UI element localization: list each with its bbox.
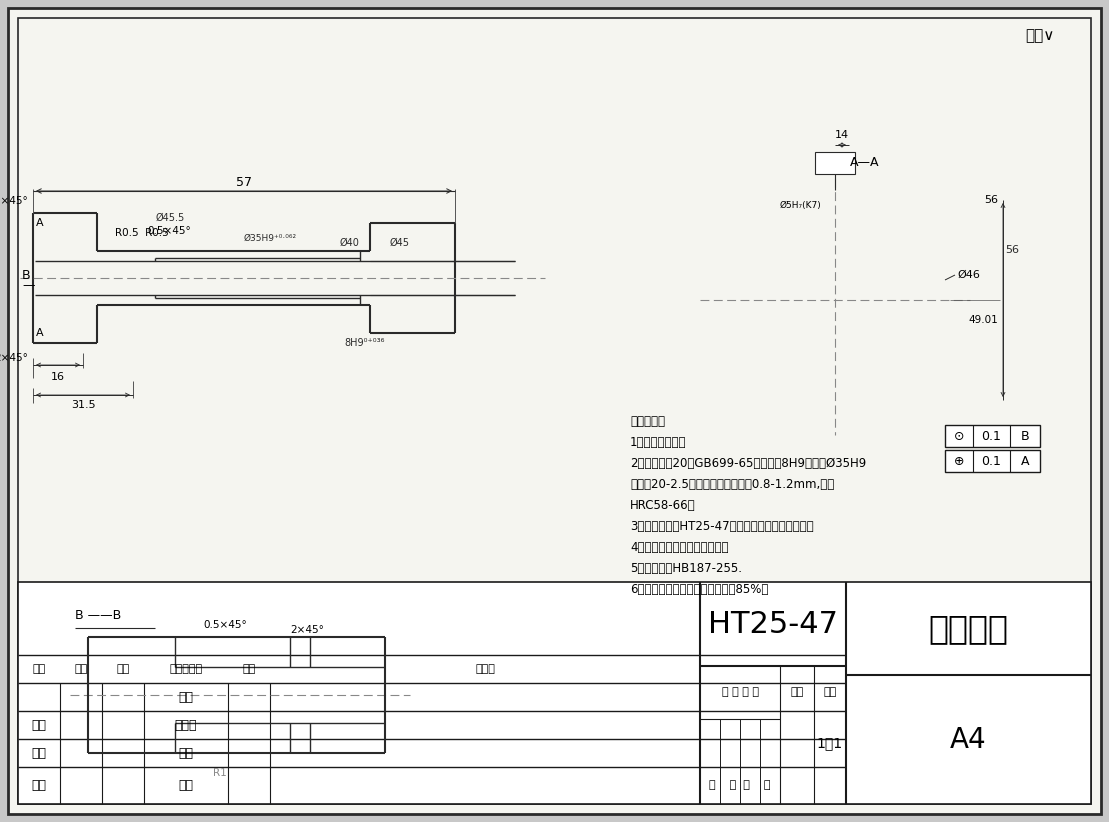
Text: 2×45°: 2×45°	[289, 625, 324, 635]
Text: A4: A4	[950, 726, 987, 754]
Circle shape	[920, 293, 934, 307]
Text: Ø40: Ø40	[340, 238, 360, 248]
Text: 0.5×45°: 0.5×45°	[203, 620, 247, 630]
Text: 56: 56	[1005, 245, 1019, 255]
Text: A: A	[35, 218, 43, 228]
Text: ⊙: ⊙	[954, 430, 964, 442]
Text: 31.5: 31.5	[71, 400, 95, 410]
Text: 年月日: 年月日	[475, 664, 495, 674]
Text: 14: 14	[835, 130, 849, 140]
Text: 阶 段 标 记: 阶 段 标 记	[722, 687, 759, 698]
Text: Ø45.5: Ø45.5	[155, 213, 184, 223]
Text: 57: 57	[236, 177, 252, 190]
Circle shape	[828, 201, 842, 215]
Text: 更改文件号: 更改文件号	[170, 664, 203, 674]
Text: 共    张  第    张: 共 张 第 张	[710, 781, 771, 791]
Text: 其余∨: 其余∨	[1026, 28, 1055, 43]
Text: 签名: 签名	[243, 664, 256, 674]
Text: Ø35H9⁺⁰·⁰⁶²: Ø35H9⁺⁰·⁰⁶²	[244, 234, 296, 243]
Text: 处数: 处数	[74, 664, 88, 674]
Text: HT25-47: HT25-47	[708, 610, 838, 639]
Text: 8H9⁰⁺⁰³⁶: 8H9⁰⁺⁰³⁶	[345, 338, 385, 348]
Text: 审核: 审核	[31, 746, 47, 760]
Text: ⊕: ⊕	[954, 455, 964, 468]
Text: Ø5H₇(K7): Ø5H₇(K7)	[780, 201, 822, 210]
Text: 比例: 比例	[823, 687, 836, 698]
Text: HRC58-66。: HRC58-66。	[630, 499, 695, 512]
Text: B: B	[1020, 430, 1029, 442]
Bar	[815, 152, 855, 174]
Text: 标记: 标记	[32, 664, 45, 674]
Text: R1: R1	[213, 768, 227, 778]
Text: 分区: 分区	[116, 664, 130, 674]
Text: 0.1: 0.1	[981, 430, 1001, 442]
Text: 调速套筒: 调速套筒	[928, 612, 1008, 645]
Text: R0.5  R0.5: R0.5 R0.5	[115, 228, 169, 238]
Bar	[945, 450, 1040, 472]
Text: 技术要求：: 技术要求：	[630, 415, 665, 428]
Text: 1、全部去锐边。: 1、全部去锐边。	[630, 436, 686, 449]
Text: 学号: 学号	[179, 746, 193, 760]
Text: 2、允许用钢20（GB699-65）制造但8H9两侧和Ø35H9: 2、允许用钢20（GB699-65）制造但8H9两侧和Ø35H9	[630, 457, 866, 470]
Text: 设计: 设计	[31, 718, 47, 732]
Text: Ø45: Ø45	[390, 238, 410, 248]
Text: B: B	[22, 269, 31, 281]
Text: A—A: A—A	[849, 155, 879, 169]
Circle shape	[830, 294, 841, 306]
Text: B ——B: B ——B	[75, 608, 121, 621]
Text: 班级: 班级	[179, 690, 193, 704]
Text: 5、正火处理HB187-255.: 5、正火处理HB187-255.	[630, 562, 742, 575]
Text: 工艺: 工艺	[31, 779, 47, 792]
Text: 批准: 批准	[179, 779, 193, 792]
Text: 6、球墨铸铁的珠光体组织不少于85%。: 6、球墨铸铁的珠光体组织不少于85%。	[630, 583, 769, 596]
Bar	[18, 582, 1091, 804]
Text: 56: 56	[984, 195, 998, 205]
Text: 0.5×45°: 0.5×45°	[147, 226, 191, 236]
Text: 距右端20-2.5范围内表面渗碳深度0.8-1.2mm,硬度: 距右端20-2.5范围内表面渗碳深度0.8-1.2mm,硬度	[630, 478, 834, 491]
Text: 49.01: 49.01	[968, 315, 998, 325]
Text: 3、允许用铸铁HT25-47制造，并消除内应力处理。: 3、允许用铸铁HT25-47制造，并消除内应力处理。	[630, 520, 814, 533]
Text: —: —	[22, 279, 34, 293]
Text: Ø46: Ø46	[957, 270, 980, 280]
Text: 4、不加工表面用红丹漆打底。: 4、不加工表面用红丹漆打底。	[630, 541, 729, 554]
Text: A: A	[35, 328, 43, 338]
Text: 2×45°: 2×45°	[0, 353, 28, 363]
Bar	[945, 425, 1040, 447]
Text: 16: 16	[51, 372, 65, 382]
Text: 标准化: 标准化	[175, 718, 197, 732]
Text: A: A	[1020, 455, 1029, 468]
Text: 0.5×45°: 0.5×45°	[0, 196, 28, 206]
Text: 0.1: 0.1	[981, 455, 1001, 468]
Text: 重量: 重量	[791, 687, 804, 698]
Text: 1：1: 1：1	[817, 736, 843, 750]
